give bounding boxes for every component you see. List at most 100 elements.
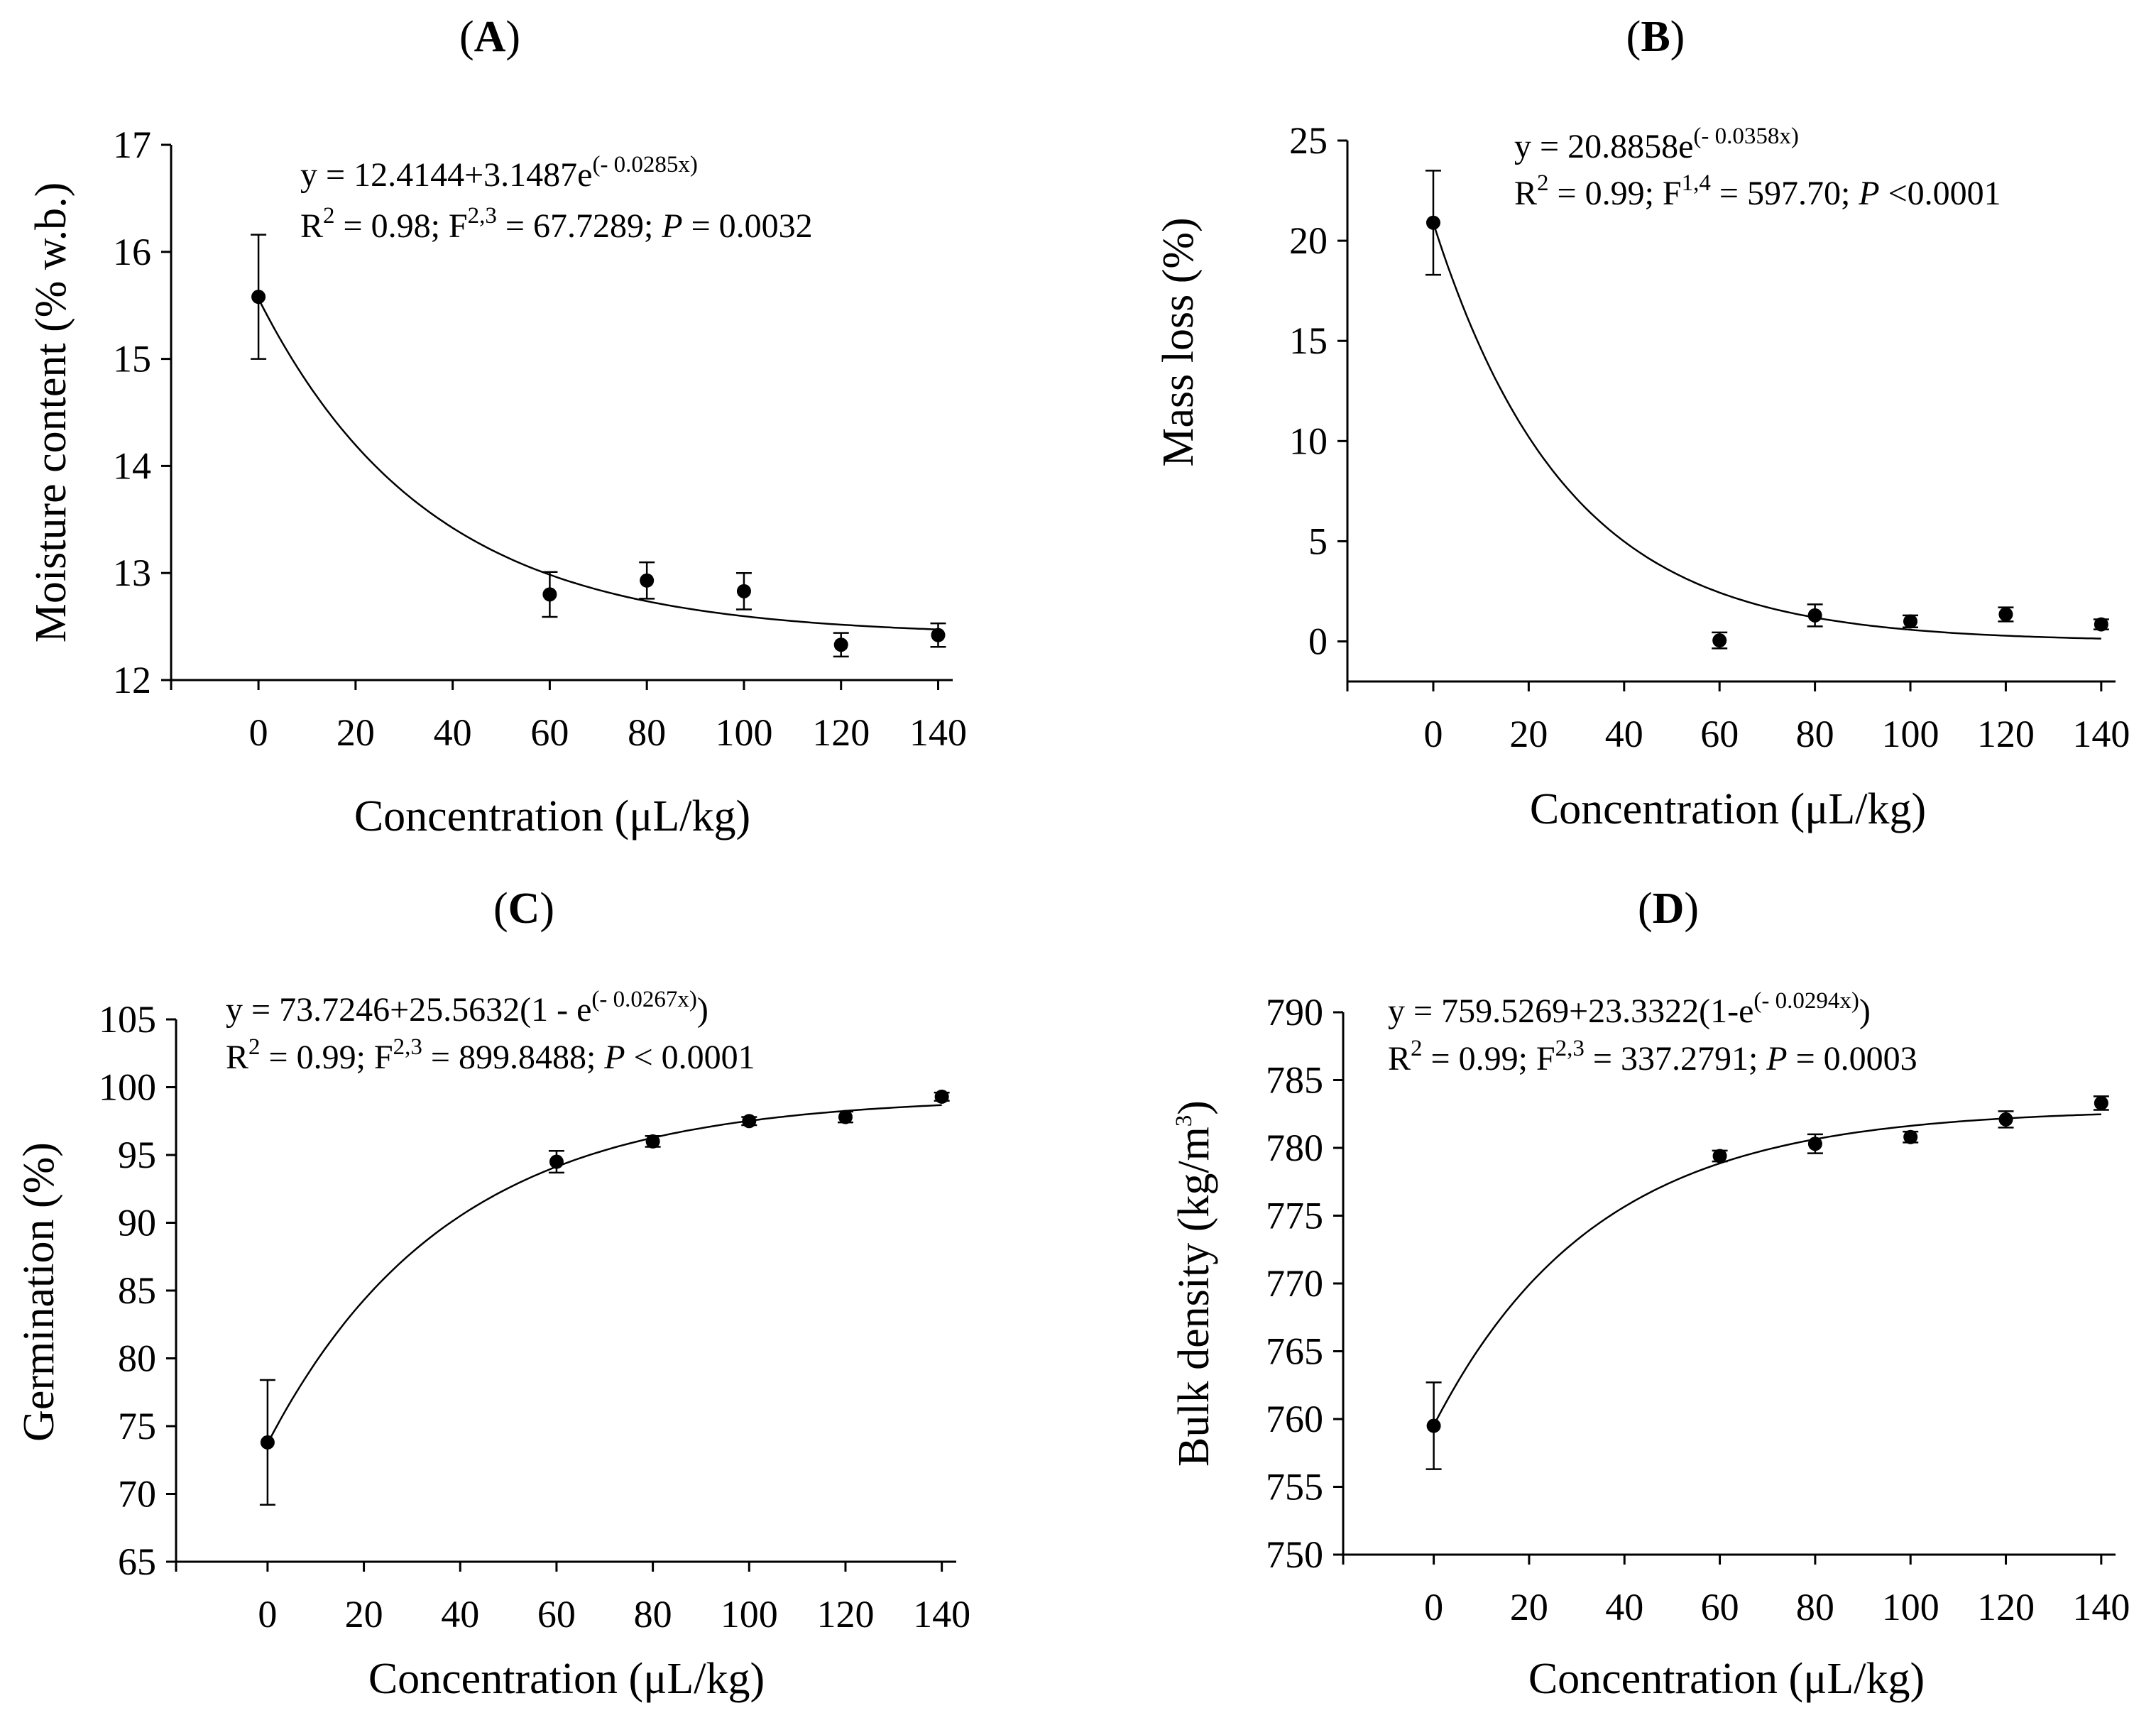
x-tick-label: 140 (913, 1593, 970, 1636)
fit-curve (1433, 1113, 2101, 1426)
x-tick-label: 40 (1605, 1586, 1643, 1628)
y-axis-title: Mass loss (%) (1154, 217, 1203, 466)
data-point (833, 637, 848, 652)
x-tick-label: 0 (1423, 713, 1443, 755)
y-tick-label: 5 (1308, 520, 1328, 562)
x-tick-label: 140 (2072, 1586, 2130, 1628)
fit-curve (257, 298, 939, 630)
x-tick-label: 120 (1977, 1586, 2035, 1628)
x-tick-label: 140 (2072, 713, 2130, 755)
x-tick-label: 60 (530, 711, 569, 754)
panel-label: (D) (1638, 885, 1699, 933)
panel-a: 12 13 14 15 16 17 0 20 40 60 80 100 120 140 (A) y = 12.… (27, 13, 967, 840)
y-axis-title: Moisture content (% w.b.) (27, 182, 75, 643)
data-point (640, 573, 655, 588)
y-tick-label: 790 (1266, 991, 1323, 1034)
panel-label: (A) (459, 13, 520, 61)
data-point (1998, 1112, 2013, 1127)
fit-equation: y = 12.4144+3.1487e(- 0.0285x) (300, 152, 698, 194)
data-point (838, 1110, 853, 1124)
data-point (934, 1089, 949, 1104)
data-point (1903, 1129, 1918, 1144)
data-point (1998, 607, 2013, 622)
x-tick-label: 120 (1977, 713, 2035, 755)
y-axis-title: Germination (%) (15, 1142, 63, 1442)
fit-statistics: R2 = 0.98; F2,3 = 67.7289; P = 0.0032 (300, 203, 813, 245)
x-tick-label: 60 (1700, 713, 1739, 755)
x-tick-label: 0 (249, 711, 268, 754)
panel-c: 65 70 75 80 85 90 95 100 105 0 20 40 60 80 100 120 140 (C… (15, 885, 970, 1703)
x-tick-label: 40 (1605, 713, 1643, 755)
fit-curve (1432, 222, 2101, 640)
x-tick-label: 140 (909, 711, 967, 754)
data-point (542, 587, 557, 602)
panel-b: 0 5 10 15 20 25 0 20 40 60 80 100 120 140 (B) y = 20.88… (1154, 13, 2130, 833)
data-point (645, 1134, 660, 1149)
x-axis-title: Concentration (μL/kg) (1530, 785, 1926, 833)
y-tick-label: 15 (113, 338, 151, 380)
x-tick-label: 20 (336, 711, 375, 754)
x-tick-label: 120 (816, 1593, 874, 1636)
fit-equation: y = 759.5269+23.3322(1-e(- 0.0294x)) (1388, 988, 1871, 1030)
x-tick-label: 80 (628, 711, 666, 754)
fit-statistics: R2 = 0.99; F1,4 = 597.70; P <0.0001 (1514, 170, 2001, 212)
x-tick-label: 20 (1510, 1586, 1548, 1628)
x-tick-label: 100 (721, 1593, 778, 1636)
data-point (736, 584, 751, 598)
x-tick-label: 100 (715, 711, 772, 754)
fit-curve (266, 1104, 942, 1444)
data-point (1426, 215, 1440, 230)
panel-label: (C) (493, 885, 554, 933)
data-point (549, 1154, 564, 1169)
panel-label: (B) (1626, 13, 1685, 61)
x-axis-title: Concentration (μL/kg) (354, 792, 750, 840)
x-tick-label: 80 (634, 1593, 672, 1636)
x-axis-title: Concentration (μL/kg) (368, 1655, 765, 1703)
data-point (260, 1435, 275, 1450)
y-axis-title: Bulk density (kg/m3) (1170, 1100, 1218, 1467)
fit-statistics: R2 = 0.99; F2,3 = 899.8488; P < 0.0001 (226, 1034, 755, 1076)
y-tick-label: 10 (1289, 420, 1328, 462)
y-tick-label: 70 (118, 1473, 156, 1516)
data-point (251, 290, 266, 305)
x-tick-label: 60 (537, 1593, 576, 1636)
y-tick-label: 105 (99, 998, 156, 1041)
x-axis-title: Concentration (μL/kg) (1528, 1655, 1925, 1703)
x-tick-label: 80 (1796, 713, 1834, 755)
y-tick-label: 15 (1289, 319, 1328, 362)
y-tick-label: 780 (1266, 1127, 1323, 1169)
y-tick-label: 90 (118, 1202, 156, 1244)
y-tick-label: 0 (1308, 620, 1328, 663)
y-tick-label: 765 (1266, 1330, 1323, 1373)
data-point (1426, 1418, 1441, 1433)
x-tick-label: 100 (1882, 1586, 1939, 1628)
data-point (1903, 614, 1918, 629)
x-tick-label: 60 (1701, 1586, 1739, 1628)
y-tick-label: 95 (118, 1134, 156, 1176)
y-tick-label: 16 (113, 231, 151, 273)
y-tick-label: 80 (118, 1337, 156, 1380)
data-point (2094, 617, 2108, 632)
y-tick-label: 75 (118, 1405, 156, 1447)
data-point (1712, 1149, 1727, 1163)
x-tick-label: 20 (345, 1593, 383, 1636)
x-tick-label: 100 (1882, 713, 1939, 755)
x-tick-label: 120 (812, 711, 870, 754)
data-point (931, 628, 946, 642)
data-point (1807, 1137, 1822, 1151)
y-tick-label: 785 (1266, 1059, 1323, 1102)
x-tick-label: 80 (1796, 1586, 1834, 1628)
y-tick-label: 775 (1266, 1195, 1323, 1237)
x-tick-label: 0 (258, 1593, 277, 1636)
y-tick-label: 65 (118, 1540, 156, 1583)
y-tick-label: 13 (113, 552, 151, 594)
fit-statistics: R2 = 0.99; F2,3 = 337.2791; P = 0.0003 (1388, 1036, 1917, 1078)
y-tick-label: 25 (1289, 119, 1328, 162)
x-tick-label: 0 (1424, 1586, 1443, 1628)
fit-equation: y = 20.8858e(- 0.0358x) (1514, 124, 1799, 165)
y-tick-label: 14 (113, 444, 151, 487)
data-point (1712, 633, 1727, 648)
x-tick-label: 40 (441, 1593, 479, 1636)
data-point (742, 1114, 757, 1129)
